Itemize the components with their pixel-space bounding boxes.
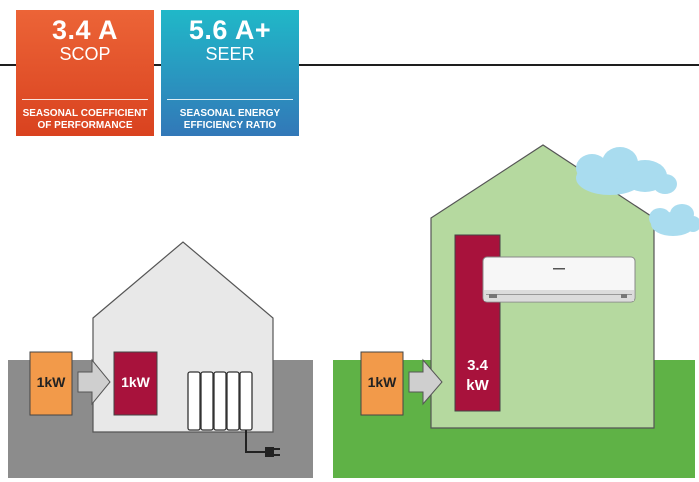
right-arrow (408, 358, 443, 406)
scop-abbr: SCOP (59, 44, 111, 64)
left-arrow (77, 358, 111, 406)
right-output-unit: kW (466, 377, 489, 394)
right-input-label: 1kW (367, 374, 397, 390)
air-conditioner-icon (482, 256, 636, 303)
plug-icon (245, 430, 280, 457)
seer-divider (167, 99, 293, 100)
scop-badge: 3.4 A SCOP SEASONAL COEFFICIENT OF PERFO… (16, 10, 154, 136)
seer-abbr: SEER (205, 44, 255, 64)
right-input-box (360, 351, 404, 416)
left-output-label: 1kW (121, 374, 150, 390)
left-input-box (29, 351, 73, 416)
header-rule (0, 64, 699, 66)
cloud-icon-large (576, 147, 677, 195)
cloud-icon-small (649, 204, 699, 236)
seer-value: 5.6 A+ (188, 15, 272, 45)
seer-description: SEASONAL ENERGY EFFICIENCY RATIO (161, 108, 299, 132)
scop-description: SEASONAL COEFFICIENT OF PERFORMANCE (16, 108, 154, 132)
seer-desc-line1: SEASONAL ENERGY (179, 108, 281, 119)
scop-value: 3.4 A (51, 15, 119, 45)
scop-divider (22, 99, 148, 100)
radiator-icon (187, 371, 253, 431)
scop-desc-line1: SEASONAL COEFFICIENT (22, 108, 148, 119)
right-output-value: 3.4 (467, 357, 488, 374)
right-output-label: 3.4 kW (455, 356, 500, 396)
seer-desc-line2: EFFICIENCY RATIO (183, 120, 277, 131)
left-output-box (113, 351, 158, 416)
seer-badge: 5.6 A+ SEER SEASONAL ENERGY EFFICIENCY R… (161, 10, 299, 136)
left-input-label: 1kW (36, 374, 66, 390)
scop-desc-line2: OF PERFORMANCE (37, 120, 133, 131)
